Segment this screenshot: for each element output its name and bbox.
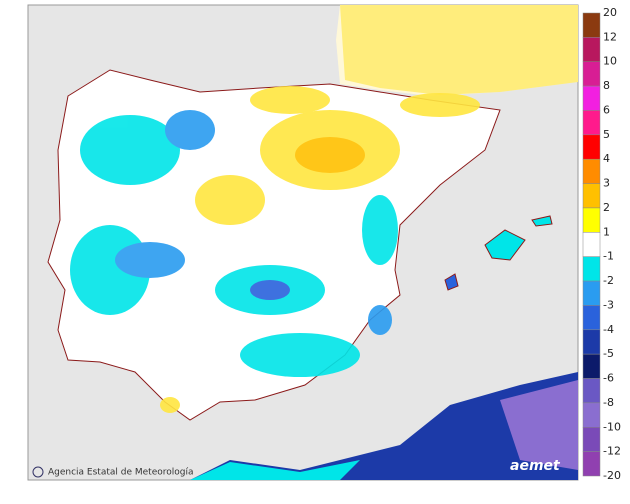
legend-swatch	[582, 158, 601, 184]
legend-label: 12	[603, 30, 617, 43]
legend-label: 4	[603, 152, 610, 165]
cool-area	[250, 280, 290, 300]
legend-swatch	[582, 451, 601, 477]
legend-label: 10	[603, 55, 617, 68]
africa-anomaly	[190, 460, 360, 480]
cool-area	[362, 195, 398, 265]
legend-swatch	[582, 329, 601, 355]
legend-swatch	[582, 280, 601, 306]
legend-swatch	[582, 85, 601, 111]
legend-swatch	[582, 353, 601, 379]
legend-swatch	[582, 232, 601, 257]
legend: 20 12 10 8 6 5 4 3 2 1 -1 -2 -3 -4 -5 -6 -8 -10 -12 -20	[582, 6, 621, 482]
legend-swatch	[582, 402, 601, 428]
legend-swatch	[582, 207, 601, 233]
africa	[190, 372, 578, 480]
legend-label: 20	[603, 6, 617, 19]
legend-label: -3	[603, 298, 614, 311]
legend-label: 1	[603, 225, 610, 238]
legend-label: -1	[603, 250, 614, 263]
warm-area	[160, 397, 180, 413]
legend-label: -6	[603, 372, 614, 385]
legend-swatch	[582, 37, 601, 62]
cool-area	[165, 110, 215, 150]
warm-area	[195, 175, 265, 225]
anomaly-areas	[70, 86, 480, 413]
credit: Agencia Estatal de Meteorología	[48, 468, 194, 478]
legend-swatch	[582, 134, 601, 160]
legend-label: 2	[603, 201, 610, 214]
logo: aemet	[510, 458, 561, 474]
legend-swatch	[582, 305, 601, 331]
legend-swatch	[582, 61, 601, 87]
legend-swatch	[582, 378, 601, 404]
warm-area	[250, 86, 330, 114]
cool-area	[368, 305, 392, 335]
cool-area	[240, 333, 360, 377]
legend-label: 6	[603, 103, 610, 116]
credit-icon	[32, 466, 44, 478]
legend-label: -5	[603, 347, 614, 360]
mallorca	[484, 229, 526, 261]
legend-label: 5	[603, 128, 610, 141]
ibiza	[444, 273, 459, 291]
legend-label: -2	[603, 274, 614, 287]
legend-swatch	[582, 12, 601, 38]
cool-area	[115, 242, 185, 278]
legend-swatch	[582, 256, 601, 282]
cool-area	[80, 115, 180, 185]
legend-swatch	[582, 183, 601, 209]
legend-label: -4	[603, 323, 614, 336]
legend-label: -12	[603, 445, 621, 458]
legend-label: -20	[603, 469, 621, 482]
legend-swatch	[582, 427, 601, 452]
legend-label: -10	[603, 420, 621, 433]
legend-label: 3	[603, 177, 610, 190]
menorca	[531, 215, 553, 227]
africa-anomaly	[500, 380, 578, 470]
warm-area	[295, 137, 365, 173]
warm-area	[400, 93, 480, 117]
legend-swatch	[582, 110, 601, 136]
france-anomaly	[340, 5, 578, 95]
legend-label: -8	[603, 396, 614, 409]
legend-label: 8	[603, 79, 610, 92]
